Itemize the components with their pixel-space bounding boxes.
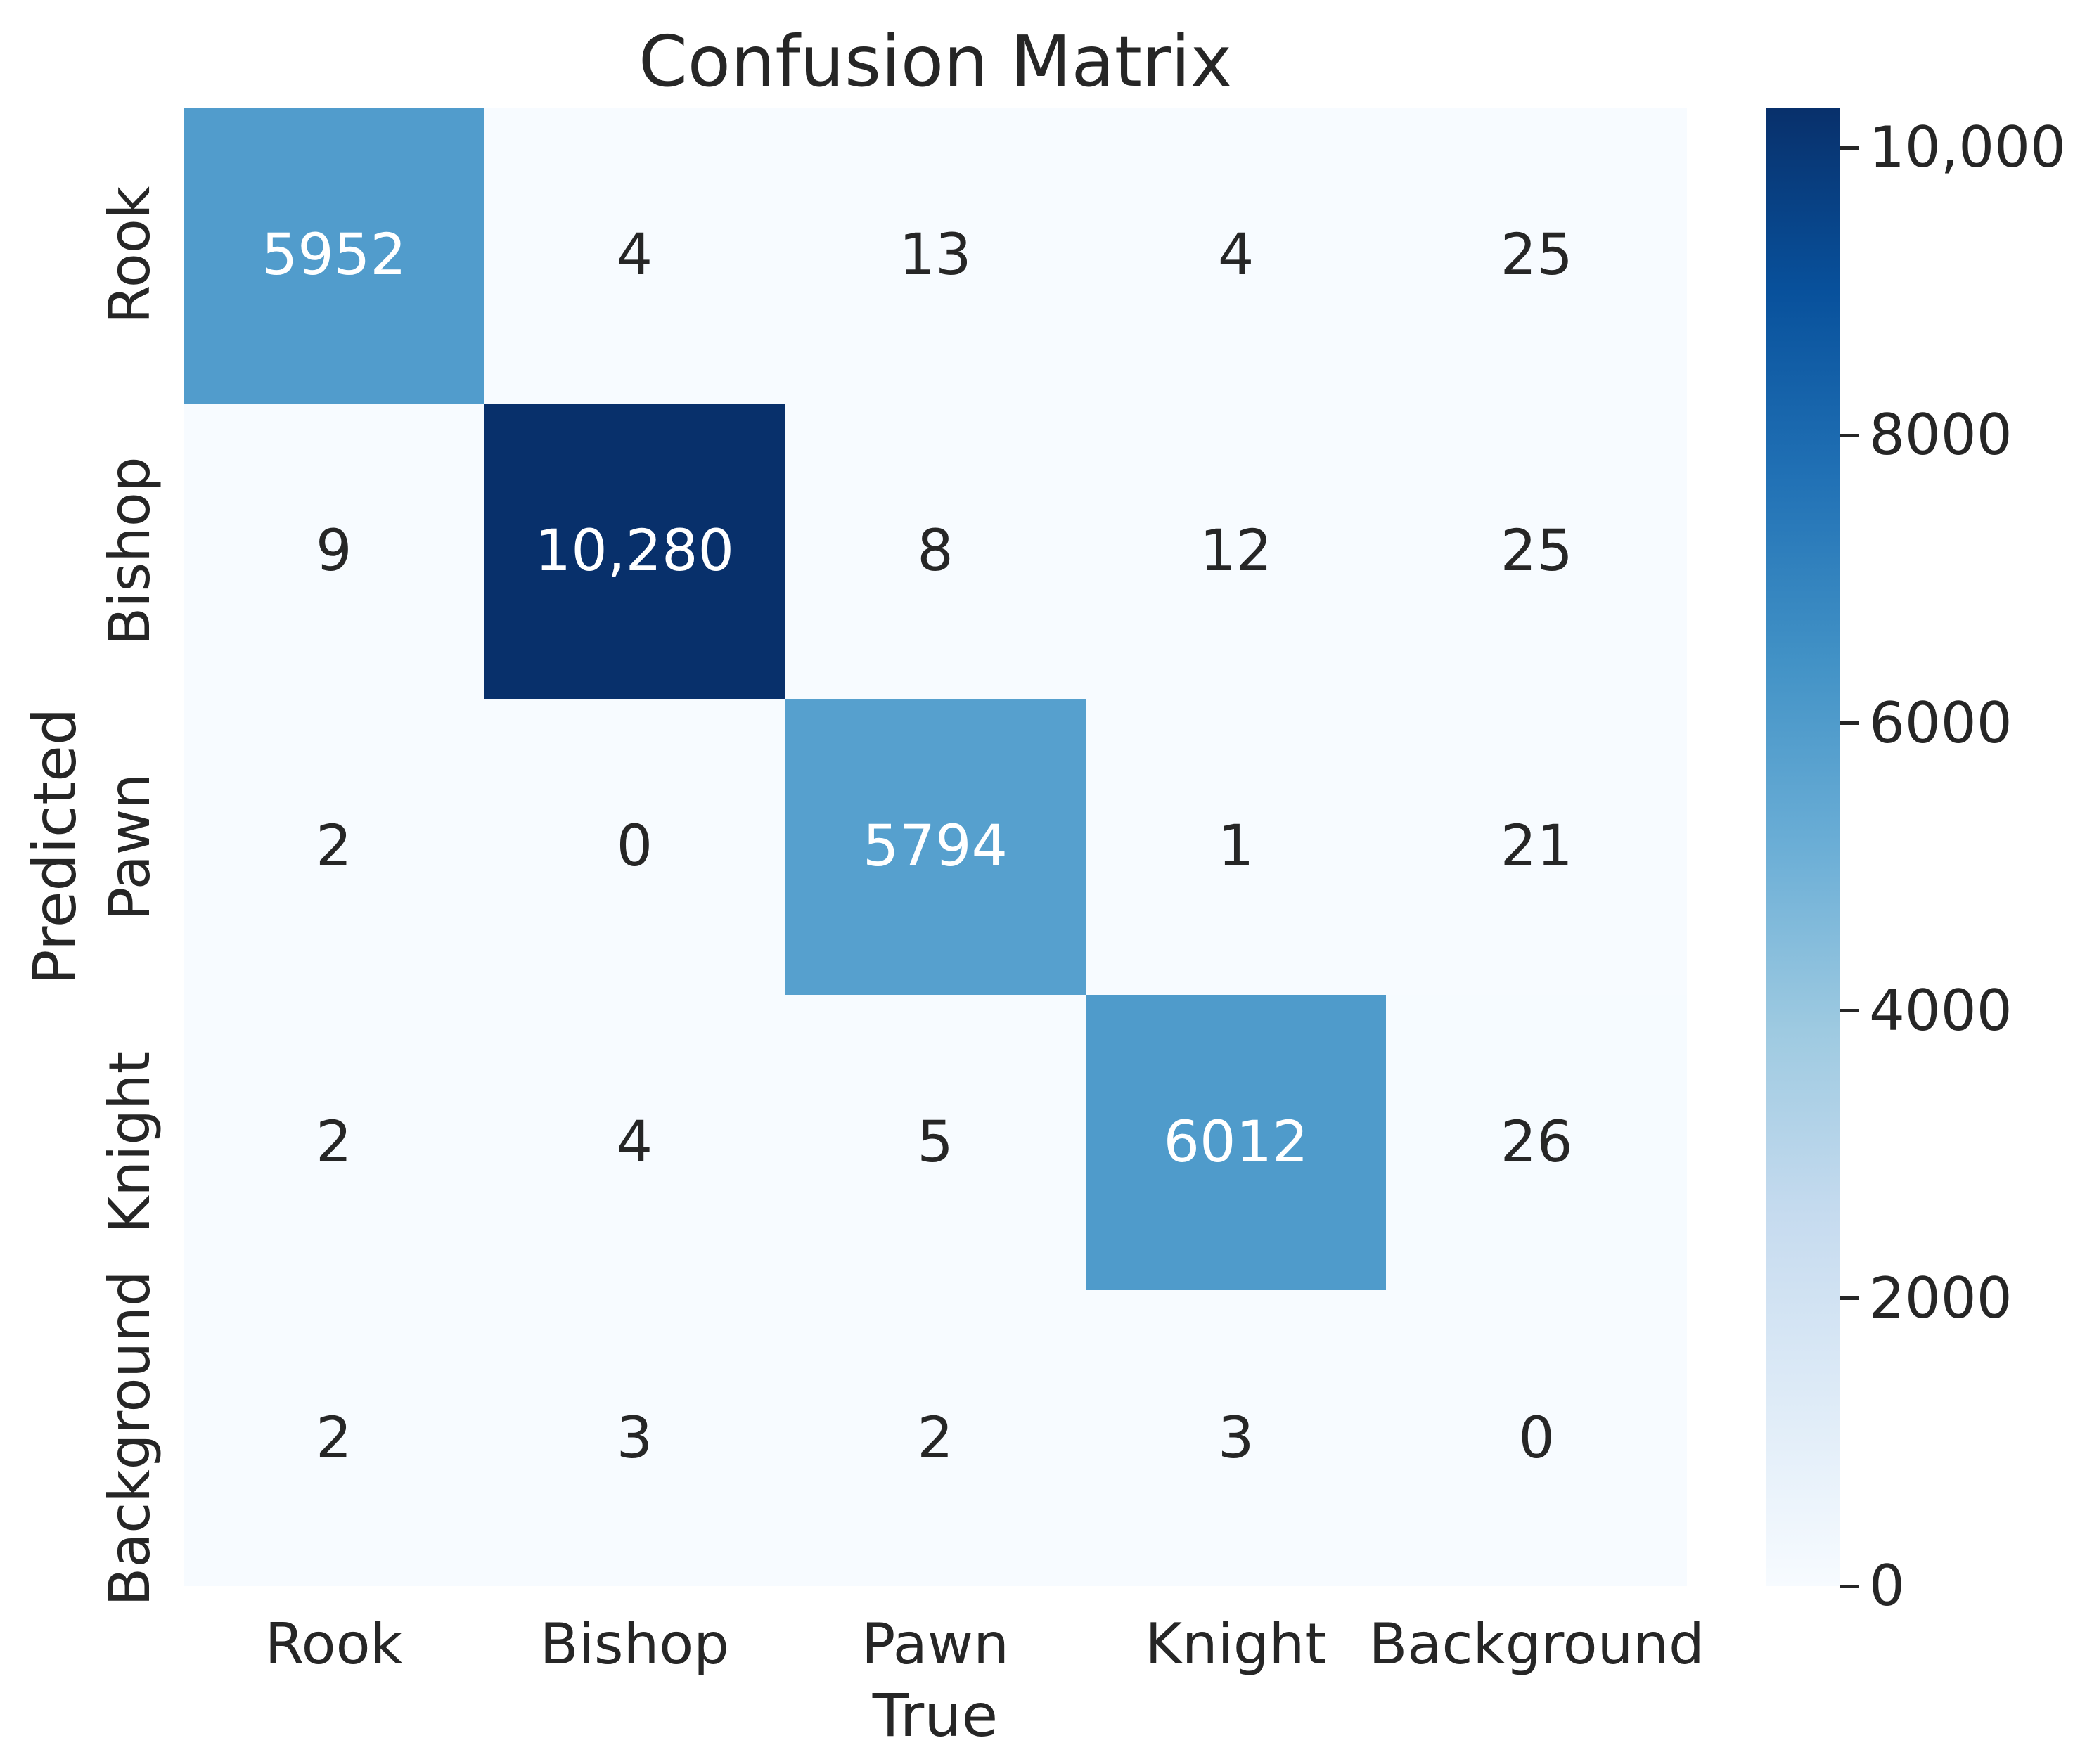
heatmap-cell: 1 bbox=[1085, 699, 1387, 995]
colorbar-tick-label: 2000 bbox=[1869, 1265, 2012, 1331]
heatmap-cell: 3 bbox=[1085, 1290, 1387, 1586]
heatmap-cell: 5794 bbox=[785, 699, 1086, 995]
heatmap-cell: 0 bbox=[484, 699, 785, 995]
colorbar-tick-label: 0 bbox=[1869, 1553, 1905, 1618]
heatmap-cell: 12 bbox=[1085, 403, 1387, 700]
heatmap-cell: 8 bbox=[785, 403, 1086, 700]
heatmap-cell: 10,280 bbox=[484, 403, 785, 700]
heatmap-cell: 25 bbox=[1386, 108, 1687, 404]
heatmap-cell: 26 bbox=[1386, 994, 1687, 1291]
heatmap-cell: 5952 bbox=[184, 108, 484, 404]
colorbar-tickmark bbox=[1840, 1296, 1859, 1301]
x-tick-label: Background bbox=[1368, 1611, 1705, 1677]
heatmap-cell: 13 bbox=[785, 108, 1086, 404]
colorbar-tick-label: 10,000 bbox=[1869, 115, 2066, 181]
y-tick-label: Background bbox=[97, 1270, 162, 1607]
heatmap-cell: 9 bbox=[184, 403, 484, 700]
heatmap-cell: 4 bbox=[1085, 108, 1387, 404]
heatmap-cell: 2 bbox=[785, 1290, 1086, 1586]
heatmap-cell: 0 bbox=[1386, 1290, 1687, 1586]
heatmap-cell: 2 bbox=[184, 994, 484, 1291]
heatmap-grid: 5952 4 13 4 25 9 10,280 8 12 25 2 0 5794 1 21 2 4 5 6012 26… bbox=[184, 108, 1687, 1586]
heatmap-cell: 2 bbox=[184, 1290, 484, 1586]
x-tick-label: Knight bbox=[1145, 1611, 1327, 1677]
colorbar-tickmark bbox=[1840, 433, 1859, 437]
heatmap-cell: 21 bbox=[1386, 699, 1687, 995]
x-axis-label: True bbox=[872, 1681, 999, 1750]
x-tick-label: Bishop bbox=[539, 1611, 729, 1677]
heatmap-cell: 4 bbox=[484, 994, 785, 1291]
colorbar-tick-label: 8000 bbox=[1869, 402, 2012, 468]
heatmap-cell: 3 bbox=[484, 1290, 785, 1586]
colorbar-tick-label: 4000 bbox=[1869, 977, 2012, 1043]
colorbar-tickmark bbox=[1840, 146, 1859, 150]
colorbar-tick-label: 6000 bbox=[1869, 690, 2012, 756]
x-tick-label: Pawn bbox=[861, 1611, 1009, 1677]
heatmap-cell: 25 bbox=[1386, 403, 1687, 700]
heatmap-cell: 2 bbox=[184, 699, 484, 995]
heatmap-cell: 4 bbox=[484, 108, 785, 404]
heatmap-cell: 6012 bbox=[1085, 994, 1387, 1291]
y-axis-label: Predicted bbox=[20, 707, 89, 986]
chart-title: Confusion Matrix bbox=[638, 20, 1233, 103]
x-tick-label: Rook bbox=[264, 1611, 403, 1677]
colorbar-tickmark bbox=[1840, 1009, 1859, 1013]
heatmap-cell: 5 bbox=[785, 994, 1086, 1291]
colorbar-tickmark bbox=[1840, 1584, 1859, 1588]
colorbar-tickmark bbox=[1840, 721, 1859, 726]
colorbar bbox=[1766, 108, 1840, 1586]
